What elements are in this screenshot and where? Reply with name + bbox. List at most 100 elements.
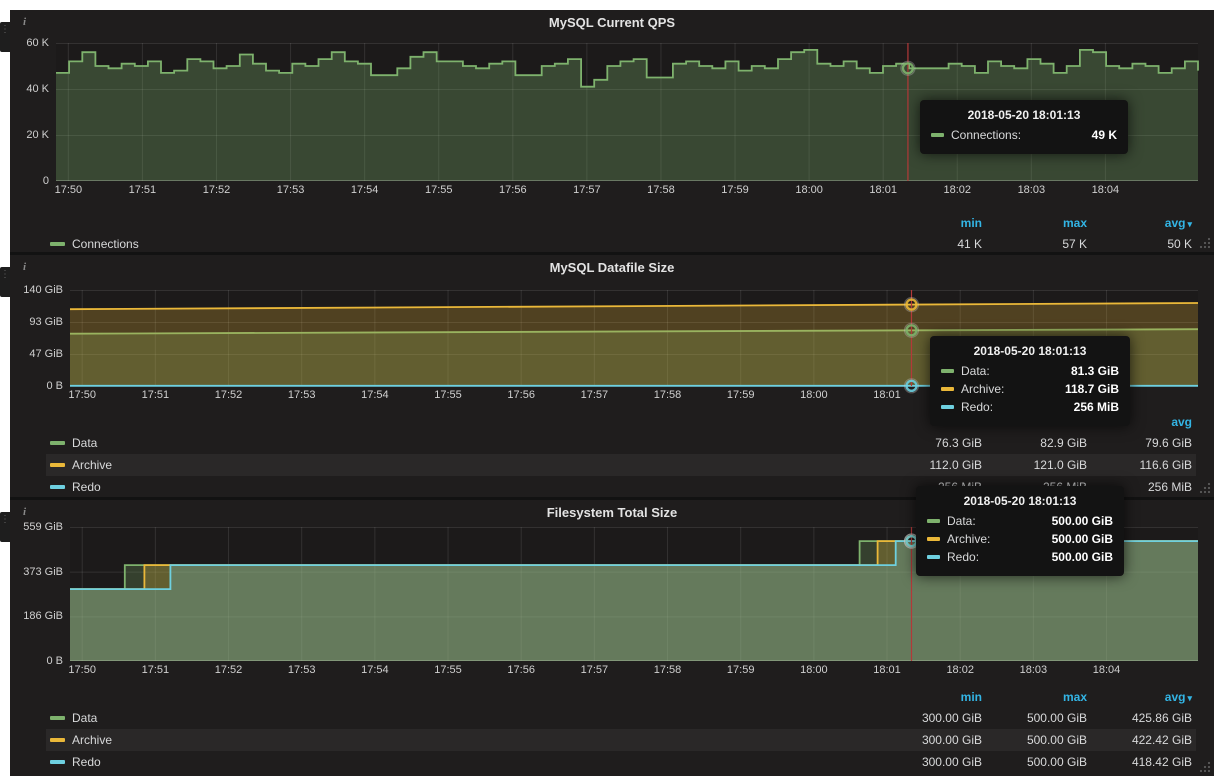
series-color-dash bbox=[50, 760, 65, 764]
legend-max-value: 500.00 GiB bbox=[982, 755, 1087, 769]
legend-series-toggle[interactable]: Archive bbox=[50, 458, 877, 472]
x-axis-label: 18:04 bbox=[1092, 184, 1120, 196]
x-axis-label: 17:56 bbox=[507, 664, 535, 676]
panel-title[interactable]: MySQL Datafile Size bbox=[550, 260, 675, 275]
x-axis-label: 17:54 bbox=[361, 389, 389, 401]
x-axis-label: 17:52 bbox=[215, 389, 243, 401]
panel-resize-handle[interactable] bbox=[1198, 760, 1212, 774]
tooltip-series-label: Connections: bbox=[951, 128, 1021, 142]
series-color-dash bbox=[931, 133, 944, 137]
x-axis-label: 17:59 bbox=[727, 389, 755, 401]
series-color-dash bbox=[927, 555, 940, 559]
legend-header-min[interactable]: min bbox=[877, 690, 982, 704]
legend: min max avg▾ Data 300.00 GiB 500.00 GiB … bbox=[46, 687, 1196, 773]
tooltip-series-label: Archive: bbox=[961, 382, 1004, 396]
y-axis-label: 60 K bbox=[26, 37, 49, 49]
panel-header: i MySQL Current QPS bbox=[10, 10, 1214, 35]
x-axis-label: 18:01 bbox=[873, 664, 901, 676]
legend-header-avg[interactable]: avg▾ bbox=[1087, 690, 1192, 704]
tooltip-series-label: Data: bbox=[961, 364, 990, 378]
legend-series-toggle[interactable]: Redo bbox=[50, 480, 877, 494]
legend-header-max[interactable]: max bbox=[982, 690, 1087, 704]
x-axis-label: 18:00 bbox=[795, 184, 823, 196]
legend-header-min[interactable]: min bbox=[877, 216, 982, 230]
tooltip-series-label: Data: bbox=[947, 514, 976, 528]
legend-series-toggle[interactable]: Connections bbox=[50, 237, 877, 251]
legend-series-label: Redo bbox=[72, 755, 101, 769]
legend-series-toggle[interactable]: Archive bbox=[50, 733, 877, 747]
x-axis-label: 17:53 bbox=[277, 184, 305, 196]
tooltip-qps: 2018-05-20 18:01:13 Connections: 49 K bbox=[920, 100, 1128, 154]
x-axis-label: 18:02 bbox=[946, 664, 974, 676]
legend-max-value: 121.0 GiB bbox=[982, 458, 1087, 472]
y-axis-label: 0 B bbox=[46, 655, 63, 667]
series-color-dash bbox=[50, 441, 65, 445]
series-color-dash bbox=[941, 369, 954, 373]
series-color-dash bbox=[927, 537, 940, 541]
panel-title[interactable]: MySQL Current QPS bbox=[549, 15, 675, 30]
legend-header-max[interactable]: max bbox=[982, 216, 1087, 230]
info-icon[interactable]: i bbox=[23, 10, 26, 35]
x-axis-label: 17:57 bbox=[581, 664, 609, 676]
series-color-dash bbox=[50, 242, 65, 246]
panel-drag-handle[interactable]: ⋮ bbox=[0, 512, 10, 542]
legend-series-toggle[interactable]: Data bbox=[50, 436, 877, 450]
tooltip-filesystem: 2018-05-20 18:01:13 Data: 500.00 GiB Arc… bbox=[916, 486, 1124, 576]
x-axis-label: 17:50 bbox=[68, 664, 96, 676]
resize-dots-icon bbox=[1200, 483, 1210, 493]
tooltip-series-value: 500.00 GiB bbox=[1032, 514, 1113, 528]
legend-max-value: 82.9 GiB bbox=[982, 436, 1087, 450]
y-axis-label: 0 bbox=[43, 175, 49, 187]
x-axis-label: 17:56 bbox=[507, 389, 535, 401]
x-axis-label: 17:55 bbox=[434, 664, 462, 676]
tooltip-timestamp: 2018-05-20 18:01:13 bbox=[941, 344, 1119, 358]
panel-resize-handle[interactable] bbox=[1198, 481, 1212, 495]
legend-header-avg[interactable]: avg▾ bbox=[1087, 216, 1192, 230]
x-axis-label: 18:01 bbox=[873, 389, 901, 401]
y-axis-label: 140 GiB bbox=[23, 284, 63, 296]
legend-min-value: 76.3 GiB bbox=[877, 436, 982, 450]
y-axis: 60 K40 K20 K0 bbox=[10, 43, 56, 181]
series-color-dash bbox=[941, 387, 954, 391]
x-axis-label: 17:54 bbox=[361, 664, 389, 676]
legend-series-toggle[interactable]: Data bbox=[50, 711, 877, 725]
panel-drag-handle[interactable]: ⋮ bbox=[0, 267, 10, 297]
y-axis-label: 0 B bbox=[46, 380, 63, 392]
series-color-dash bbox=[50, 485, 65, 489]
x-axis-label: 17:51 bbox=[142, 664, 170, 676]
legend-max-value: 500.00 GiB bbox=[982, 711, 1087, 725]
x-axis-label: 17:50 bbox=[68, 389, 96, 401]
legend-series-toggle[interactable]: Redo bbox=[50, 755, 877, 769]
tooltip-series-value: 118.7 GiB bbox=[1045, 382, 1119, 396]
x-axis-label: 17:54 bbox=[351, 184, 379, 196]
legend-avg-value: 50 K bbox=[1087, 237, 1192, 251]
x-axis-label: 17:59 bbox=[721, 184, 749, 196]
tooltip-row: Archive: 500.00 GiB bbox=[927, 532, 1113, 546]
x-axis-label: 17:58 bbox=[654, 389, 682, 401]
series-color-dash bbox=[941, 405, 954, 409]
series-color-dash bbox=[927, 519, 940, 523]
y-axis-label: 186 GiB bbox=[23, 610, 63, 622]
x-axis-label: 17:51 bbox=[142, 389, 170, 401]
tooltip-row: Redo: 500.00 GiB bbox=[927, 550, 1113, 564]
x-axis-label: 17:57 bbox=[573, 184, 601, 196]
x-axis-label: 17:55 bbox=[425, 184, 453, 196]
legend-series-label: Connections bbox=[72, 237, 139, 251]
legend: min max avg▾ Connections 41 K 57 K 50 K bbox=[46, 213, 1196, 255]
grafana-dashboard: ⋮ i MySQL Current QPS 60 K 40 K 20 K 0 17:5… bbox=[0, 0, 1224, 784]
x-axis-label: 18:00 bbox=[800, 664, 828, 676]
resize-dots-icon bbox=[1200, 762, 1210, 772]
panel-drag-handle[interactable]: ⋮ bbox=[0, 22, 10, 52]
panel-header: i MySQL Datafile Size bbox=[10, 255, 1214, 280]
x-axis-label: 18:04 bbox=[1093, 664, 1121, 676]
panel-resize-handle[interactable] bbox=[1198, 236, 1212, 250]
sort-caret-icon: ▾ bbox=[1187, 219, 1192, 229]
y-axis-label: 40 K bbox=[26, 83, 49, 95]
info-icon[interactable]: i bbox=[23, 255, 26, 280]
panel-title[interactable]: Filesystem Total Size bbox=[547, 505, 678, 520]
x-axis: 17:5017:5117:5217:5317:5417:5517:5617:57… bbox=[56, 181, 1198, 199]
legend-series-label: Archive bbox=[72, 458, 112, 472]
y-axis-label: 20 K bbox=[26, 129, 49, 141]
legend-item-connections: Connections 41 K 57 K 50 K bbox=[46, 233, 1196, 255]
tooltip-row: Connections: 49 K bbox=[931, 128, 1117, 142]
